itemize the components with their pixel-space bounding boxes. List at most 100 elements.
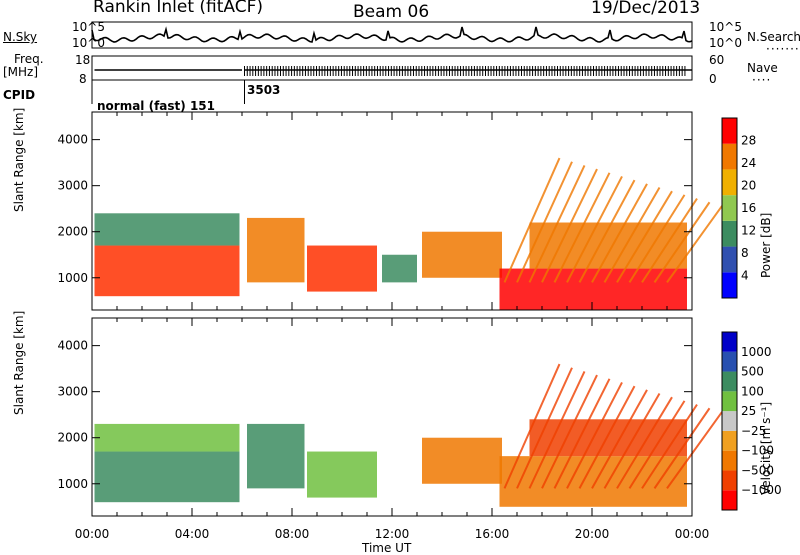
velocity-colorbar-swatch [722, 430, 737, 451]
velocity-streak [591, 389, 648, 489]
velocity-streak [553, 378, 611, 489]
time-xtick-label: 20:00 [575, 527, 610, 541]
velocity-echo-region [307, 451, 377, 498]
power-streak [566, 176, 623, 283]
time-xtick-label: 12:00 [375, 527, 410, 541]
velocity-streak [641, 404, 698, 489]
velocity-streak [628, 400, 686, 489]
velocity-colorbar-swatch [722, 391, 737, 412]
velocity-colorbar-swatch [722, 332, 737, 352]
power-colorbar-swatch [722, 118, 737, 144]
power-colorbar-tick: 4 [741, 269, 749, 283]
velocity-colorbar-frame [721, 331, 738, 511]
power-ytick-label: 2000 [57, 225, 88, 239]
time-xtick-label: 08:00 [275, 527, 310, 541]
power-echo-region [382, 254, 417, 283]
power-streak [503, 157, 561, 283]
velocity-colorbar-tick: −100 [741, 444, 774, 458]
velocity-colorbar-tick: −25 [741, 424, 766, 438]
power-streak [666, 205, 723, 283]
power-colorbar-swatch [722, 220, 737, 247]
power-streak [528, 164, 586, 283]
velocity-colorbar-tick: −500 [741, 463, 774, 477]
velocity-colorbar-tick: 100 [741, 384, 764, 398]
power-streak [603, 187, 661, 283]
power-colorbar-tick: 24 [741, 156, 756, 170]
velocity-streak [603, 393, 661, 489]
velocity-colorbar-swatch [722, 411, 737, 431]
freq-label: Freq. [14, 52, 44, 66]
cpid-segment-1: normal (fast) 151 [97, 99, 215, 113]
velocity-echo-region [94, 423, 240, 452]
time-xtick-label: 04:00 [175, 527, 210, 541]
velocity-streak [653, 407, 711, 489]
power-streak [628, 194, 686, 283]
velocity-ytick-label: 3000 [57, 385, 88, 399]
power-colorbar-tick: 28 [741, 134, 756, 148]
power-streak [591, 183, 648, 283]
velocity-streak [566, 382, 623, 489]
station-title: Rankin Inlet (fitACF) [93, 0, 264, 17]
nave-dots: ···· [752, 73, 772, 87]
velocity-streak [516, 367, 573, 489]
power-streak [616, 190, 673, 283]
time-xtick-label: 16:00 [475, 527, 510, 541]
velocity-colorbar-swatch [722, 351, 737, 372]
power-colorbar-swatch [722, 143, 737, 170]
cpid-segment-2: 3503 [247, 83, 281, 97]
power-colorbar-tick: 8 [741, 246, 749, 260]
nsearch-label: N.Search [747, 30, 800, 44]
power-colorbar-tick: 20 [741, 179, 756, 193]
freq-tick-bottom: 8 [79, 72, 87, 86]
power-streak [653, 201, 711, 283]
power-echo-region [307, 245, 377, 292]
power-colorbar-swatch [722, 169, 737, 196]
velocity-ytick-label: 2000 [57, 431, 88, 445]
nsky-tick-top: 10^5 [72, 20, 105, 34]
velocity-ytick-label: 4000 [57, 339, 88, 353]
velocity-streak [666, 411, 723, 489]
velocity-colorbar-swatch [722, 470, 737, 491]
power-colorbar-tick: 16 [741, 201, 756, 215]
nave-tick-top: 60 [709, 53, 725, 67]
velocity-colorbar-swatch [722, 371, 737, 392]
power-echo-region [94, 245, 240, 297]
velocity-echo-region [422, 437, 502, 484]
velocity-streak [528, 370, 586, 489]
nsky-panel [91, 21, 693, 49]
velocity-streak [503, 363, 561, 489]
velocity-colorbar-tick: 500 [741, 365, 764, 379]
velocity-echo-region [94, 451, 240, 503]
power-echo-region [499, 268, 687, 310]
velocity-colorbar-swatch [722, 490, 737, 510]
power-echo-region [94, 213, 240, 246]
freq-panel [91, 55, 693, 81]
power-echo-region [247, 217, 305, 283]
beam-title: Beam 06 [353, 2, 430, 22]
nave-tick-bottom: 0 [709, 72, 717, 86]
power-ytick-label: 4000 [57, 133, 88, 147]
time-xtick-label: 00:00 [75, 527, 110, 541]
nsky-label: N.Sky [3, 30, 38, 44]
velocity-echo-region [247, 423, 305, 489]
velocity-colorbar-tick: 25 [741, 404, 756, 418]
power-ytick-label: 3000 [57, 179, 88, 193]
power-colorbar-frame [721, 117, 738, 299]
nsearch-dots: ······· [766, 42, 800, 56]
nsky-trace [91, 26, 693, 43]
nsearch-tick-top: 10^5 [709, 20, 742, 34]
power-echo-region [422, 231, 502, 278]
date-title: 19/Dec/2013 [591, 0, 701, 18]
freq-tick-top: 18 [75, 53, 91, 67]
velocity-colorbar-tick: −1000 [741, 483, 782, 497]
power-streak [641, 198, 698, 283]
velocity-ytick-label: 1000 [57, 477, 88, 491]
velocity-colorbar-swatch [722, 450, 737, 471]
time-xtick-label: 00:00 [675, 527, 710, 541]
velocity-streak [541, 374, 598, 489]
freq-unit: [MHz] [3, 65, 39, 79]
velocity-colorbar-tick: 1000 [741, 345, 772, 359]
power-streak [516, 161, 573, 283]
